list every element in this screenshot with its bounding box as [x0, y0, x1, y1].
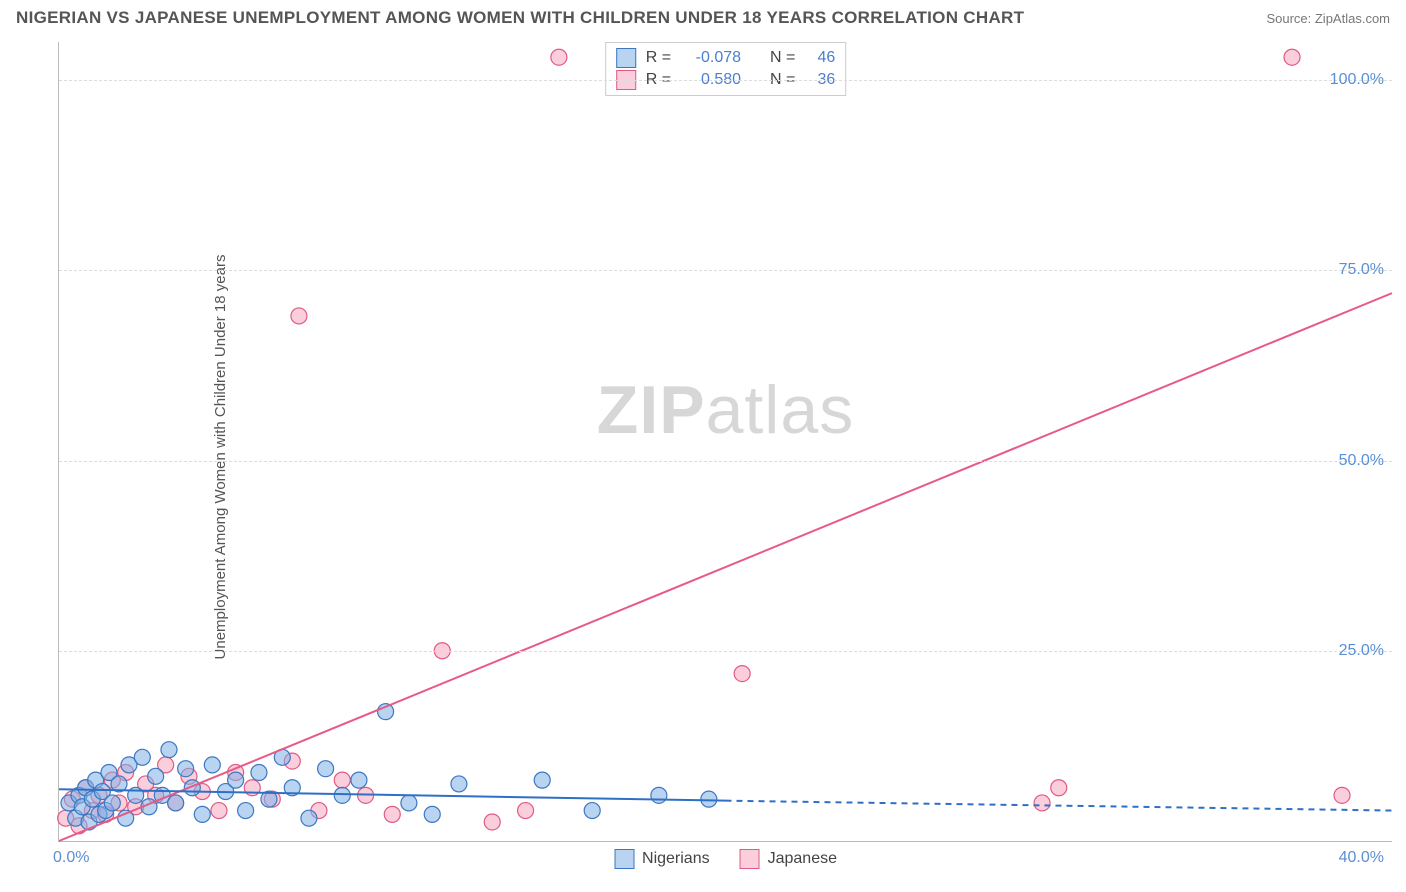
chart-title: NIGERIAN VS JAPANESE UNEMPLOYMENT AMONG … [16, 8, 1024, 28]
regression-line-extended [726, 801, 1393, 811]
legend-row-nigerians: R = -0.078 N = 46 [616, 47, 836, 69]
data-point [251, 765, 267, 781]
data-point [424, 806, 440, 822]
data-point [734, 666, 750, 682]
data-point [584, 803, 600, 819]
data-point [518, 803, 534, 819]
data-point [204, 757, 220, 773]
plot-area: ZIPatlas R = -0.078 N = 46 R = 0.580 N =… [58, 42, 1392, 842]
data-point [334, 787, 350, 803]
data-point [318, 761, 334, 777]
data-point [148, 768, 164, 784]
legend-item-nigerians: Nigerians [614, 849, 710, 869]
y-tick-label: 50.0% [1339, 452, 1384, 470]
data-point [334, 772, 350, 788]
data-point [351, 772, 367, 788]
legend-correlation-box: R = -0.078 N = 46 R = 0.580 N = 36 [605, 42, 847, 96]
data-point [551, 49, 567, 65]
y-tick-label: 75.0% [1339, 261, 1384, 279]
data-point [1284, 49, 1300, 65]
data-point [228, 772, 244, 788]
data-point [651, 787, 667, 803]
data-point [484, 814, 500, 830]
x-max-label: 40.0% [1339, 849, 1384, 867]
chart-container: Unemployment Among Women with Children U… [0, 32, 1406, 882]
y-tick-label: 100.0% [1330, 71, 1384, 89]
regression-line [59, 293, 1392, 841]
data-point [161, 742, 177, 758]
data-point [1334, 787, 1350, 803]
data-point [301, 810, 317, 826]
data-point [134, 749, 150, 765]
data-point [1034, 795, 1050, 811]
data-point [211, 803, 227, 819]
data-point [534, 772, 550, 788]
data-point [451, 776, 467, 792]
data-point [238, 803, 254, 819]
data-point [194, 806, 210, 822]
data-point [384, 806, 400, 822]
y-tick-label: 25.0% [1339, 642, 1384, 660]
legend-series: Nigerians Japanese [614, 849, 837, 869]
data-point [401, 795, 417, 811]
data-point [291, 308, 307, 324]
swatch-nigerians-bottom [614, 849, 634, 869]
data-point [178, 761, 194, 777]
swatch-nigerians [616, 48, 636, 68]
x-min-label: 0.0% [53, 849, 89, 867]
plot-svg [59, 42, 1392, 841]
data-point [1051, 780, 1067, 796]
title-bar: NIGERIAN VS JAPANESE UNEMPLOYMENT AMONG … [0, 0, 1406, 32]
legend-item-japanese: Japanese [740, 849, 837, 869]
data-point [168, 795, 184, 811]
data-point [104, 795, 120, 811]
source-label: Source: ZipAtlas.com [1266, 11, 1390, 26]
data-point [701, 791, 717, 807]
swatch-japanese-bottom [740, 849, 760, 869]
